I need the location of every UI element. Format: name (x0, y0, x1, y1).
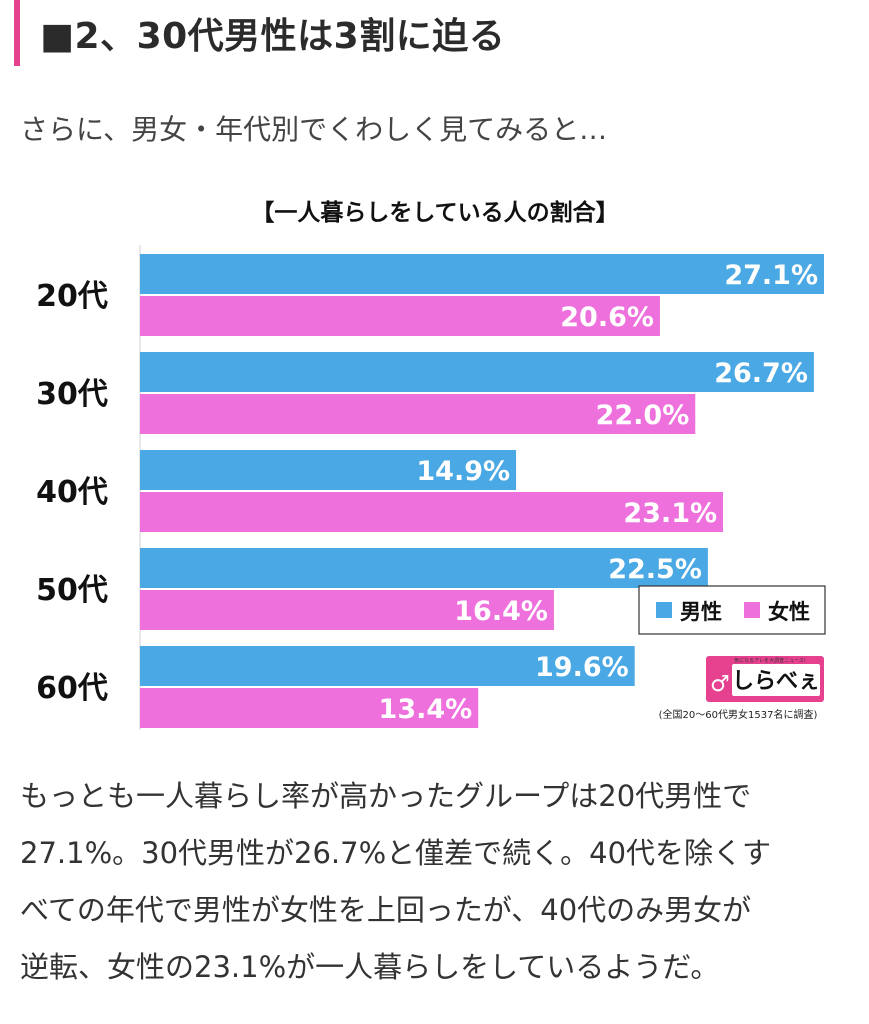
bar-male-20s (140, 254, 824, 294)
value-label-female-20s: 20.6% (560, 302, 654, 333)
section-heading: ■2、30代男性は3割に迫る (14, 0, 869, 66)
value-label-male-40s: 14.9% (416, 456, 510, 487)
legend: 男性 女性 (638, 585, 826, 635)
logo-text: しらべぇ (732, 669, 820, 694)
logo-inner (732, 664, 820, 696)
bar-chart: 【一人暮らしをしている人の割合】 20代 27.1% 20.6% 30代 26.7% 22… (36, 199, 826, 730)
body-line: べての年代で男性が女性を上回ったが、40代のみ男女が (20, 893, 752, 927)
bar-male-30s (140, 352, 814, 392)
heading-title: ■2、30代男性は3割に迫る (40, 16, 506, 57)
bar-male-40s (140, 450, 517, 490)
value-label-female-40s: 23.1% (623, 498, 717, 529)
legend-swatch-female (744, 602, 760, 618)
logo-mark-icon: ♂ (710, 672, 730, 697)
bar-female-50s (140, 590, 554, 630)
bar-female-40s (140, 492, 724, 532)
logo-tagline: 気になるアレを大調査ニュース! (734, 657, 806, 664)
body-line: 27.1%。30代男性が26.7%と僅差で続く。40代を除くす (20, 836, 772, 870)
category-label-50s: 50代 (36, 573, 108, 608)
category-label-40s: 40代 (36, 475, 108, 510)
survey-note: (全国20〜60代男女1537名に調査) (659, 708, 818, 721)
body-line: もっとも一人暮らし率が高かったグループは20代男性で (20, 779, 752, 813)
value-label-male-60s: 19.6% (535, 652, 629, 683)
value-label-female-50s: 16.4% (454, 596, 548, 627)
value-label-male-50s: 22.5% (608, 554, 702, 585)
bars-group: 20代 27.1% 20.6% 30代 26.7% 22.0% 40代 14.9% 23.1% 5… (36, 254, 824, 728)
bar-male-50s (140, 548, 708, 588)
intro-text: さらに、男女・年代別でくわしく見てみると… (20, 113, 608, 146)
category-label-60s: 60代 (36, 671, 108, 706)
legend-swatch-male (656, 602, 672, 618)
bar-female-30s (140, 394, 696, 434)
value-label-female-30s: 22.0% (596, 400, 690, 431)
value-label-male-30s: 26.7% (714, 358, 808, 389)
category-label-30s: 30代 (36, 377, 108, 412)
legend-label-male: 男性 (680, 600, 722, 624)
brand-logo: 気になるアレを大調査ニュース! ♂ しらべぇ (706, 656, 824, 702)
chart-title: 【一人暮らしをしている人の割合】 (251, 199, 618, 226)
bar-female-60s (140, 688, 479, 728)
bar-female-20s (140, 296, 660, 336)
bar-male-60s (140, 646, 635, 686)
body-line: 逆転、女性の23.1%が一人暮らしをしているようだ。 (20, 950, 720, 984)
body-paragraph: もっとも一人暮らし率が高かったグループは20代男性で 27.1%。30代男性が2… (20, 768, 850, 996)
value-label-male-20s: 27.1% (724, 260, 818, 291)
category-label-20s: 20代 (36, 279, 108, 314)
legend-label-female: 女性 (768, 600, 810, 624)
value-label-female-60s: 13.4% (379, 694, 473, 725)
